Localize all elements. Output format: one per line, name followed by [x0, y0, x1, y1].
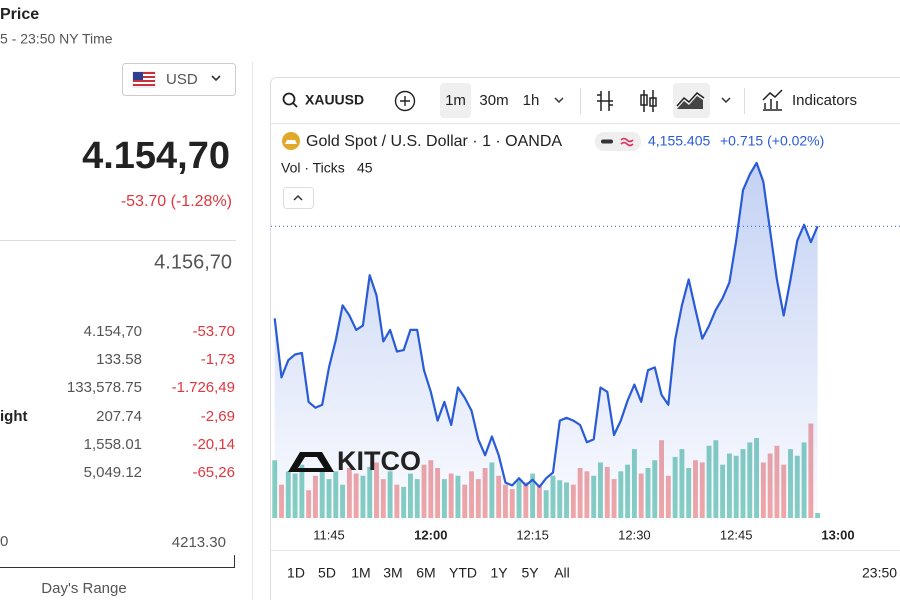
legend-toggle-icon [620, 137, 634, 147]
x-tick-label: 13:00 [821, 527, 854, 542]
interval[interactable]: 1m [445, 92, 466, 109]
volume-label: Vol · Ticks [281, 160, 345, 176]
price-change: -53.70 (-1.28%) [121, 193, 232, 210]
legend-change: +0.715 (+0.02%) [720, 133, 824, 149]
range-button[interactable]: 1Y [490, 565, 508, 581]
clock: 23:50 [862, 565, 897, 581]
range-button[interactable]: 6M [416, 565, 435, 581]
volume-bar [815, 513, 821, 518]
candles-icon[interactable] [640, 90, 657, 112]
plot [271, 161, 900, 520]
legend-toggle-icon [601, 139, 613, 144]
price-table: 4.154,70 -53.70 133.58 -1,73 133,578.75 -1.72… [0, 323, 235, 481]
watermark-text: KITCO [337, 446, 421, 476]
page-title: Price [0, 6, 39, 23]
x-tick-label: 11:45 [313, 527, 345, 542]
interval[interactable]: 1h [523, 92, 540, 109]
chevron[interactable] [554, 97, 564, 104]
row-change: -53.70 [192, 323, 235, 340]
x-tick-label: 12:45 [720, 527, 753, 542]
collapse-icon [293, 194, 303, 201]
timestamp: 5 - 23:50 NY Time [0, 31, 113, 47]
range-buttons: 1D 5D 1M 3M 6M YTD 1Y 5Y All [287, 565, 570, 581]
area-icon-line [676, 91, 705, 107]
currency-label: USD [166, 71, 198, 88]
x-axis: 11:45 12:00 12:15 12:30 12:45 13:00 [313, 527, 854, 542]
row-value: 133,578.75 [67, 379, 142, 396]
chevron[interactable] [721, 97, 731, 104]
row-value: 5,049.12 [84, 464, 142, 481]
bid-price: 4.154,70 [82, 135, 230, 177]
area-icon-active[interactable] [673, 83, 710, 118]
row-value: 1,558.01 [84, 436, 142, 453]
row-change: -1.726,49 [172, 379, 235, 396]
volume-last: 45 [357, 160, 373, 176]
row-value: 207.74 [96, 408, 142, 425]
chevron [211, 75, 221, 82]
range-high: 4213.30 [172, 534, 226, 551]
range-button[interactable]: 3M [383, 565, 402, 581]
gold-icon-bar [285, 140, 297, 144]
area-icon [677, 96, 703, 109]
range-low: 0 [0, 533, 8, 550]
collapse-button[interactable] [283, 187, 314, 209]
row-change: -1,73 [201, 351, 235, 368]
legend-last: 4,155.405 [648, 133, 710, 149]
interval[interactable]: 30m [479, 92, 508, 109]
row-change: -2,69 [201, 408, 235, 425]
price-line [273, 161, 819, 488]
row-change: -20,14 [192, 436, 235, 453]
x-tick-label: 12:30 [618, 527, 651, 542]
watermark: KITCO [288, 446, 421, 476]
range-button[interactable]: YTD [449, 565, 477, 581]
ask-price: 4.156,70 [154, 251, 232, 273]
range-button[interactable]: 5Y [521, 565, 539, 581]
range-button[interactable]: 5D [318, 565, 336, 581]
range-bar [0, 555, 235, 568]
symbol[interactable]: XAUUSD [305, 92, 364, 108]
search-icon[interactable] [282, 92, 298, 108]
range-button[interactable]: 1D [287, 565, 305, 581]
range-title: Day's Range [41, 580, 126, 597]
indicators-button[interactable]: Indicators [792, 92, 857, 109]
range-button[interactable]: All [554, 565, 570, 581]
interval-active [440, 83, 471, 118]
indicators-icon[interactable] [762, 89, 783, 111]
row-value: 4.154,70 [84, 323, 142, 340]
legend-title: Gold Spot / U.S. Dollar · 1 · OANDA [306, 133, 562, 150]
flag [132, 71, 156, 88]
x-tick-label: 12:00 [414, 527, 447, 542]
row-value: 133.58 [96, 351, 142, 368]
row-change: -65,26 [192, 464, 235, 481]
range-button[interactable]: 1M [351, 565, 370, 581]
x-tick-label: 12:15 [516, 527, 549, 542]
bars-icon[interactable] [597, 91, 613, 111]
row-label: ight [0, 408, 28, 425]
area-fill [274, 162, 818, 520]
compare-button[interactable] [394, 90, 416, 112]
